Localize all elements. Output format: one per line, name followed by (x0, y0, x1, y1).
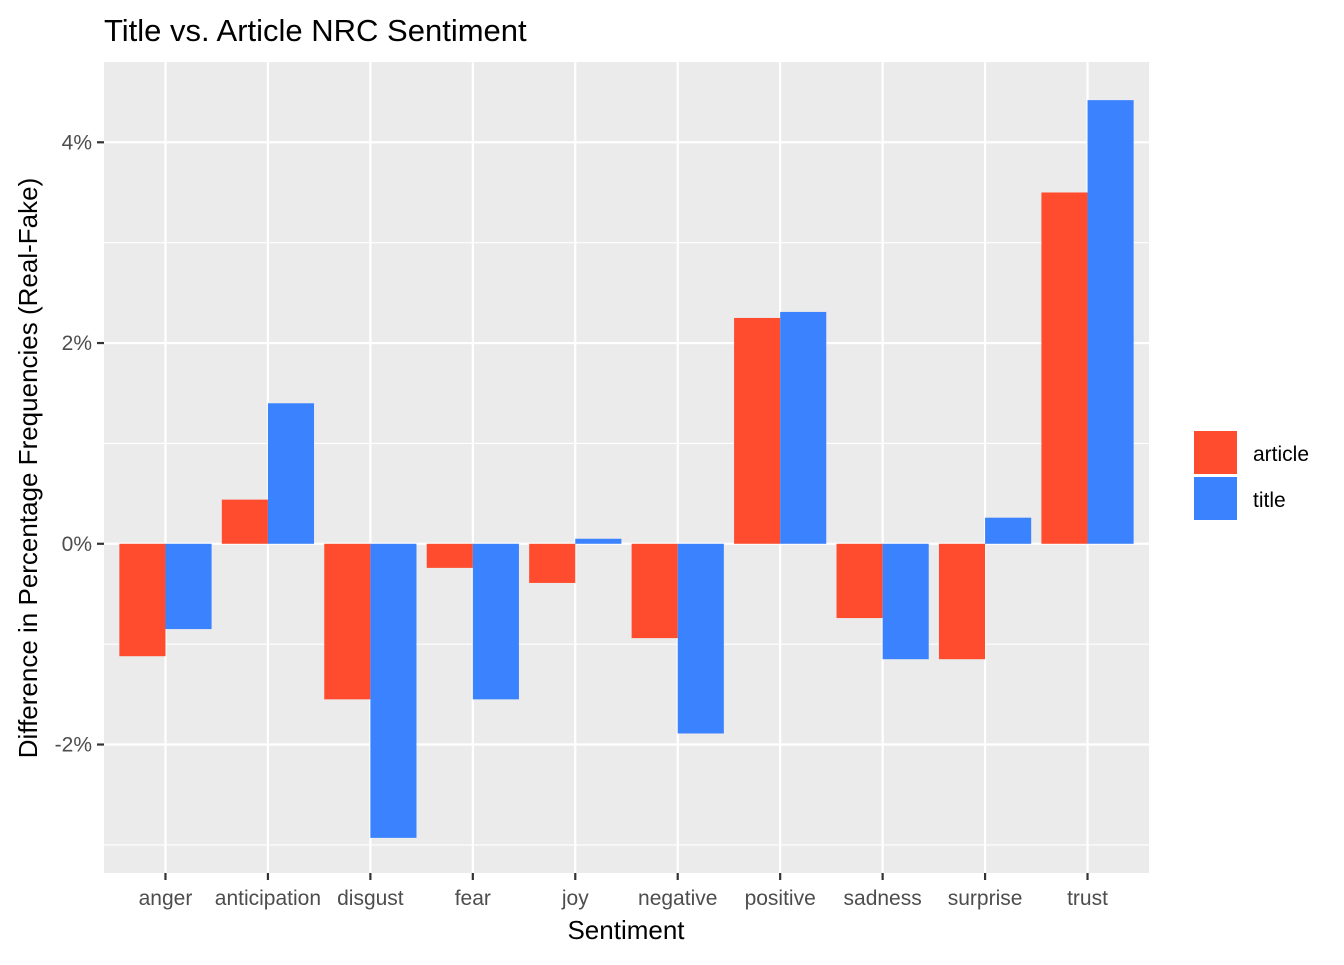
x-tick-label: positive (745, 887, 816, 910)
chart-title: Title vs. Article NRC Sentiment (104, 13, 527, 48)
x-tick-label: anticipation (215, 887, 321, 910)
legend-label-article: article (1253, 443, 1309, 466)
x-tick-label: sadness (844, 887, 922, 910)
y-tick-label: 2% (62, 332, 92, 355)
legend-label-title: title (1253, 489, 1286, 512)
x-axis-title: Sentiment (567, 915, 685, 945)
x-tick-label: joy (561, 887, 589, 910)
x-tick-label: trust (1067, 887, 1108, 910)
legend-key-article (1194, 431, 1237, 474)
bar-title-anger (165, 543, 212, 630)
legend-key-title (1194, 477, 1237, 520)
bar-article-disgust (324, 543, 371, 700)
bar-title-surprise (985, 517, 1032, 544)
bar-article-negative (631, 543, 678, 639)
bar-article-fear (426, 543, 473, 568)
bar-article-positive (734, 317, 781, 544)
x-axis-ticks: anger anticipation disgust fear joy negative p… (139, 873, 1108, 910)
y-tick-label: 4% (62, 131, 92, 154)
y-axis-title: Difference in Percentage Frequencies (Re… (13, 178, 43, 758)
bar-title-disgust (370, 543, 417, 838)
bar-article-joy (529, 543, 576, 583)
bars (119, 100, 1134, 838)
x-tick-label: fear (455, 887, 491, 910)
bar-article-sadness (836, 543, 883, 619)
bar-title-anticipation (267, 403, 315, 544)
plot-panel (104, 62, 1149, 873)
y-axis-ticks: -2% 0% 2% 4% (55, 131, 104, 757)
legend: article title (1194, 431, 1309, 520)
bar-title-positive (780, 311, 827, 544)
bar-title-negative (677, 543, 724, 734)
bar-title-trust (1087, 100, 1134, 544)
bar-article-anticipation (221, 499, 268, 544)
bar-article-anger (119, 543, 166, 657)
bar-title-sadness (882, 543, 929, 660)
x-tick-label: disgust (337, 887, 404, 910)
bar-title-fear (472, 543, 519, 700)
bar-title-joy (575, 538, 622, 544)
x-tick-label: surprise (948, 887, 1023, 910)
y-tick-label: 0% (62, 533, 92, 556)
x-tick-label: anger (139, 887, 193, 910)
bar-article-trust (1041, 192, 1088, 544)
x-tick-label: negative (638, 887, 717, 910)
y-tick-label: -2% (55, 734, 92, 757)
bar-article-surprise (938, 543, 986, 660)
